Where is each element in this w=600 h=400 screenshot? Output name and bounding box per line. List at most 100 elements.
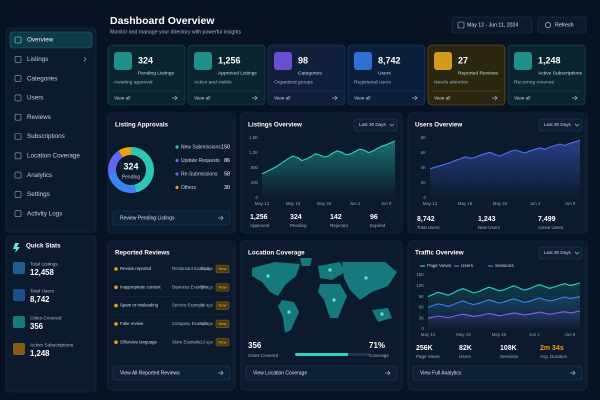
x-tick-label: Jun 2 — [350, 201, 361, 206]
button-label[interactable]: View All Reported Reviews — [120, 370, 180, 376]
dropdown-label[interactable]: Last 30 Days — [544, 122, 572, 127]
x-tick-label: Jun 9 — [564, 332, 575, 337]
arrow-icon — [332, 95, 338, 101]
dropdown[interactable] — [353, 118, 398, 132]
chevron-icon — [389, 123, 395, 127]
card-link[interactable]: View all — [114, 95, 130, 101]
y-tick-label: 0 — [424, 195, 427, 200]
stat-value: 7,499 — [538, 216, 556, 223]
button-label[interactable]: View Location Coverage — [253, 370, 307, 376]
button[interactable] — [412, 365, 583, 381]
quick-stats-icon — [13, 243, 20, 253]
card-link[interactable]: View all — [274, 95, 290, 101]
nav-item[interactable]: Listings — [27, 56, 48, 63]
label: 2h ago — [200, 266, 214, 271]
nav-icon — [14, 55, 22, 63]
label: Pending Listings — [138, 70, 174, 76]
nav-item[interactable]: Location Coverage — [27, 152, 80, 159]
legend-value: 150 — [221, 144, 230, 150]
stat-label: Pending — [290, 223, 307, 228]
stat-icon — [13, 289, 25, 301]
label: 356 — [248, 341, 262, 350]
nav-icon — [14, 75, 22, 82]
dropdown[interactable] — [538, 118, 583, 132]
stat-value: 96 — [370, 214, 378, 221]
button[interactable] — [112, 365, 231, 381]
badge — [215, 264, 230, 274]
dropdown[interactable] — [538, 246, 583, 260]
card-link[interactable]: View all — [514, 95, 530, 101]
card-icon — [354, 52, 372, 70]
label: Active Subscriptions — [30, 342, 74, 348]
badge-label: New — [218, 266, 226, 271]
date-range[interactable]: May 12 - Jun 11, 2024 — [467, 22, 518, 28]
review-icon — [114, 322, 118, 326]
arrow-icon — [218, 215, 224, 221]
label: Total Listings — [30, 261, 58, 267]
x-tick-label: May 12 — [423, 201, 438, 206]
label: Offensive language — [120, 339, 158, 344]
card-link[interactable]: View all — [434, 95, 450, 101]
nav-item[interactable]: Categories — [27, 75, 57, 82]
y-tick-label: 800 — [251, 165, 259, 170]
line — [427, 296, 581, 308]
card-link[interactable]: View all — [194, 95, 210, 101]
refresh-label[interactable]: Refresh — [555, 22, 574, 28]
date-picker[interactable] — [451, 16, 533, 34]
label: Business Example — [172, 284, 208, 289]
label: 5h ago — [200, 284, 214, 289]
x-tick-label: May 19 — [456, 332, 471, 337]
donut-segment — [108, 147, 154, 193]
coverage-bar — [295, 353, 349, 356]
button-label[interactable]: View Full Analytics — [420, 370, 462, 376]
y-tick-label: 3K — [419, 315, 424, 320]
stat-label: Avg. Duration — [540, 354, 568, 359]
stat-value: 324 — [290, 214, 302, 221]
y-tick-label: 4K — [421, 165, 426, 170]
panel — [5, 27, 97, 233]
label: Quick Stats — [26, 243, 61, 250]
map-land — [252, 262, 300, 296]
label: 1,248 — [30, 349, 50, 358]
label: 98 — [298, 55, 308, 65]
label: Inappropriate content — [120, 284, 161, 289]
nav-item[interactable]: Overview — [27, 37, 54, 44]
x-tick-label: May 12 — [255, 201, 270, 206]
map-marker — [332, 298, 336, 302]
chevron-icon — [574, 251, 580, 255]
nav-active[interactable] — [9, 31, 93, 49]
nav-item[interactable]: Subscriptions — [27, 133, 65, 140]
arrow-icon — [385, 370, 391, 376]
dropdown-label[interactable]: Last 30 Days — [544, 250, 572, 255]
y-tick-label: 8K — [421, 135, 426, 140]
button[interactable] — [245, 365, 398, 381]
button[interactable] — [112, 210, 231, 226]
arrow-icon — [172, 95, 178, 101]
nav-item[interactable]: Users — [27, 95, 43, 102]
label: 27 — [458, 55, 468, 65]
stat-icon — [13, 343, 25, 355]
y-tick-label: 2K — [421, 180, 426, 185]
label: Review reported — [120, 266, 152, 271]
nav-icon — [14, 191, 22, 198]
map-land — [318, 284, 347, 318]
map-land — [318, 262, 345, 280]
button-label[interactable]: Review Pending Listings — [120, 215, 175, 221]
dropdown-label[interactable]: Last 30 Days — [359, 122, 387, 127]
nav-item[interactable]: Reviews — [27, 114, 51, 121]
nav-item[interactable]: Activity Logs — [27, 210, 62, 217]
y-tick-label: 1.6K — [249, 135, 258, 140]
nav-item[interactable]: Settings — [27, 191, 50, 198]
x-tick-label: Jun 2 — [529, 332, 540, 337]
y-tick-label: 12K — [416, 283, 424, 288]
x-tick-label: Jun 9 — [565, 201, 576, 206]
refresh-button[interactable] — [537, 16, 587, 34]
card-link[interactable]: View all — [354, 95, 370, 101]
label: Users Overview — [415, 122, 462, 129]
line — [429, 139, 581, 170]
arrow-icon — [572, 95, 578, 101]
y-tick-label: 15K — [416, 272, 424, 277]
nav-item[interactable]: Analytics — [27, 172, 52, 179]
refresh-icon — [545, 22, 551, 28]
